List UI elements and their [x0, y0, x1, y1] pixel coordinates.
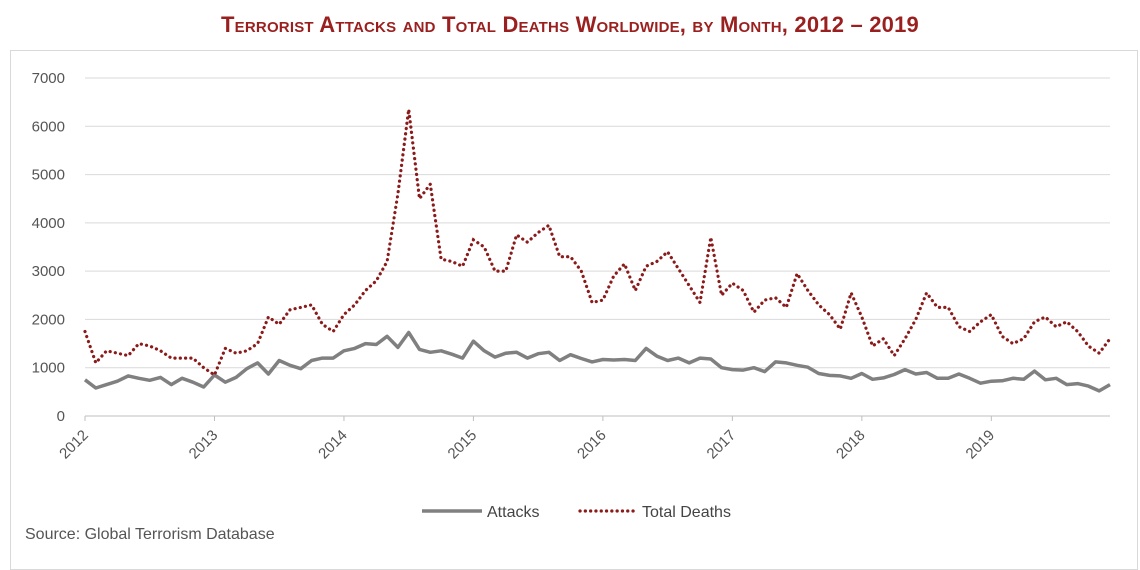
- x-tick-label: 2012: [56, 427, 92, 463]
- x-tick-label: 2013: [186, 427, 222, 463]
- y-tick-label: 2000: [32, 311, 65, 328]
- grid-lines: [85, 77, 1110, 417]
- y-tick-label: 3000: [32, 263, 65, 280]
- x-axis-ticks: 2012 2013 2014 2015 2016 2017 2018 2019: [56, 416, 998, 462]
- x-tick-label: 2017: [704, 427, 740, 463]
- x-tick-label: 2018: [833, 427, 869, 463]
- series-lines: [83, 109, 1112, 393]
- x-tick-label: 2016: [574, 427, 610, 463]
- legend: Attacks Total Deaths: [422, 504, 731, 521]
- legend-label-attacks: Attacks: [487, 504, 539, 521]
- source-note: Source: Global Terrorism Database: [25, 526, 275, 543]
- y-tick-label: 5000: [32, 167, 65, 184]
- series-line-total-deaths: [83, 109, 1112, 378]
- y-tick-label: 1000: [32, 360, 65, 377]
- x-tick-label: 2014: [315, 427, 351, 463]
- x-tick-label: 2019: [963, 427, 999, 463]
- y-tick-label: 4000: [32, 215, 65, 232]
- x-tick-label: 2015: [445, 427, 481, 463]
- y-tick-label: 6000: [32, 118, 65, 135]
- chart-title: Terrorist Attacks and Total Deaths World…: [221, 12, 919, 37]
- y-axis-ticks: 0 1000 2000 3000 4000 5000 6000 7000: [32, 70, 65, 425]
- y-tick-label: 0: [57, 408, 65, 425]
- series-line-attacks: [83, 330, 1111, 393]
- legend-label-total-deaths: Total Deaths: [642, 504, 731, 521]
- y-tick-label: 7000: [32, 70, 65, 87]
